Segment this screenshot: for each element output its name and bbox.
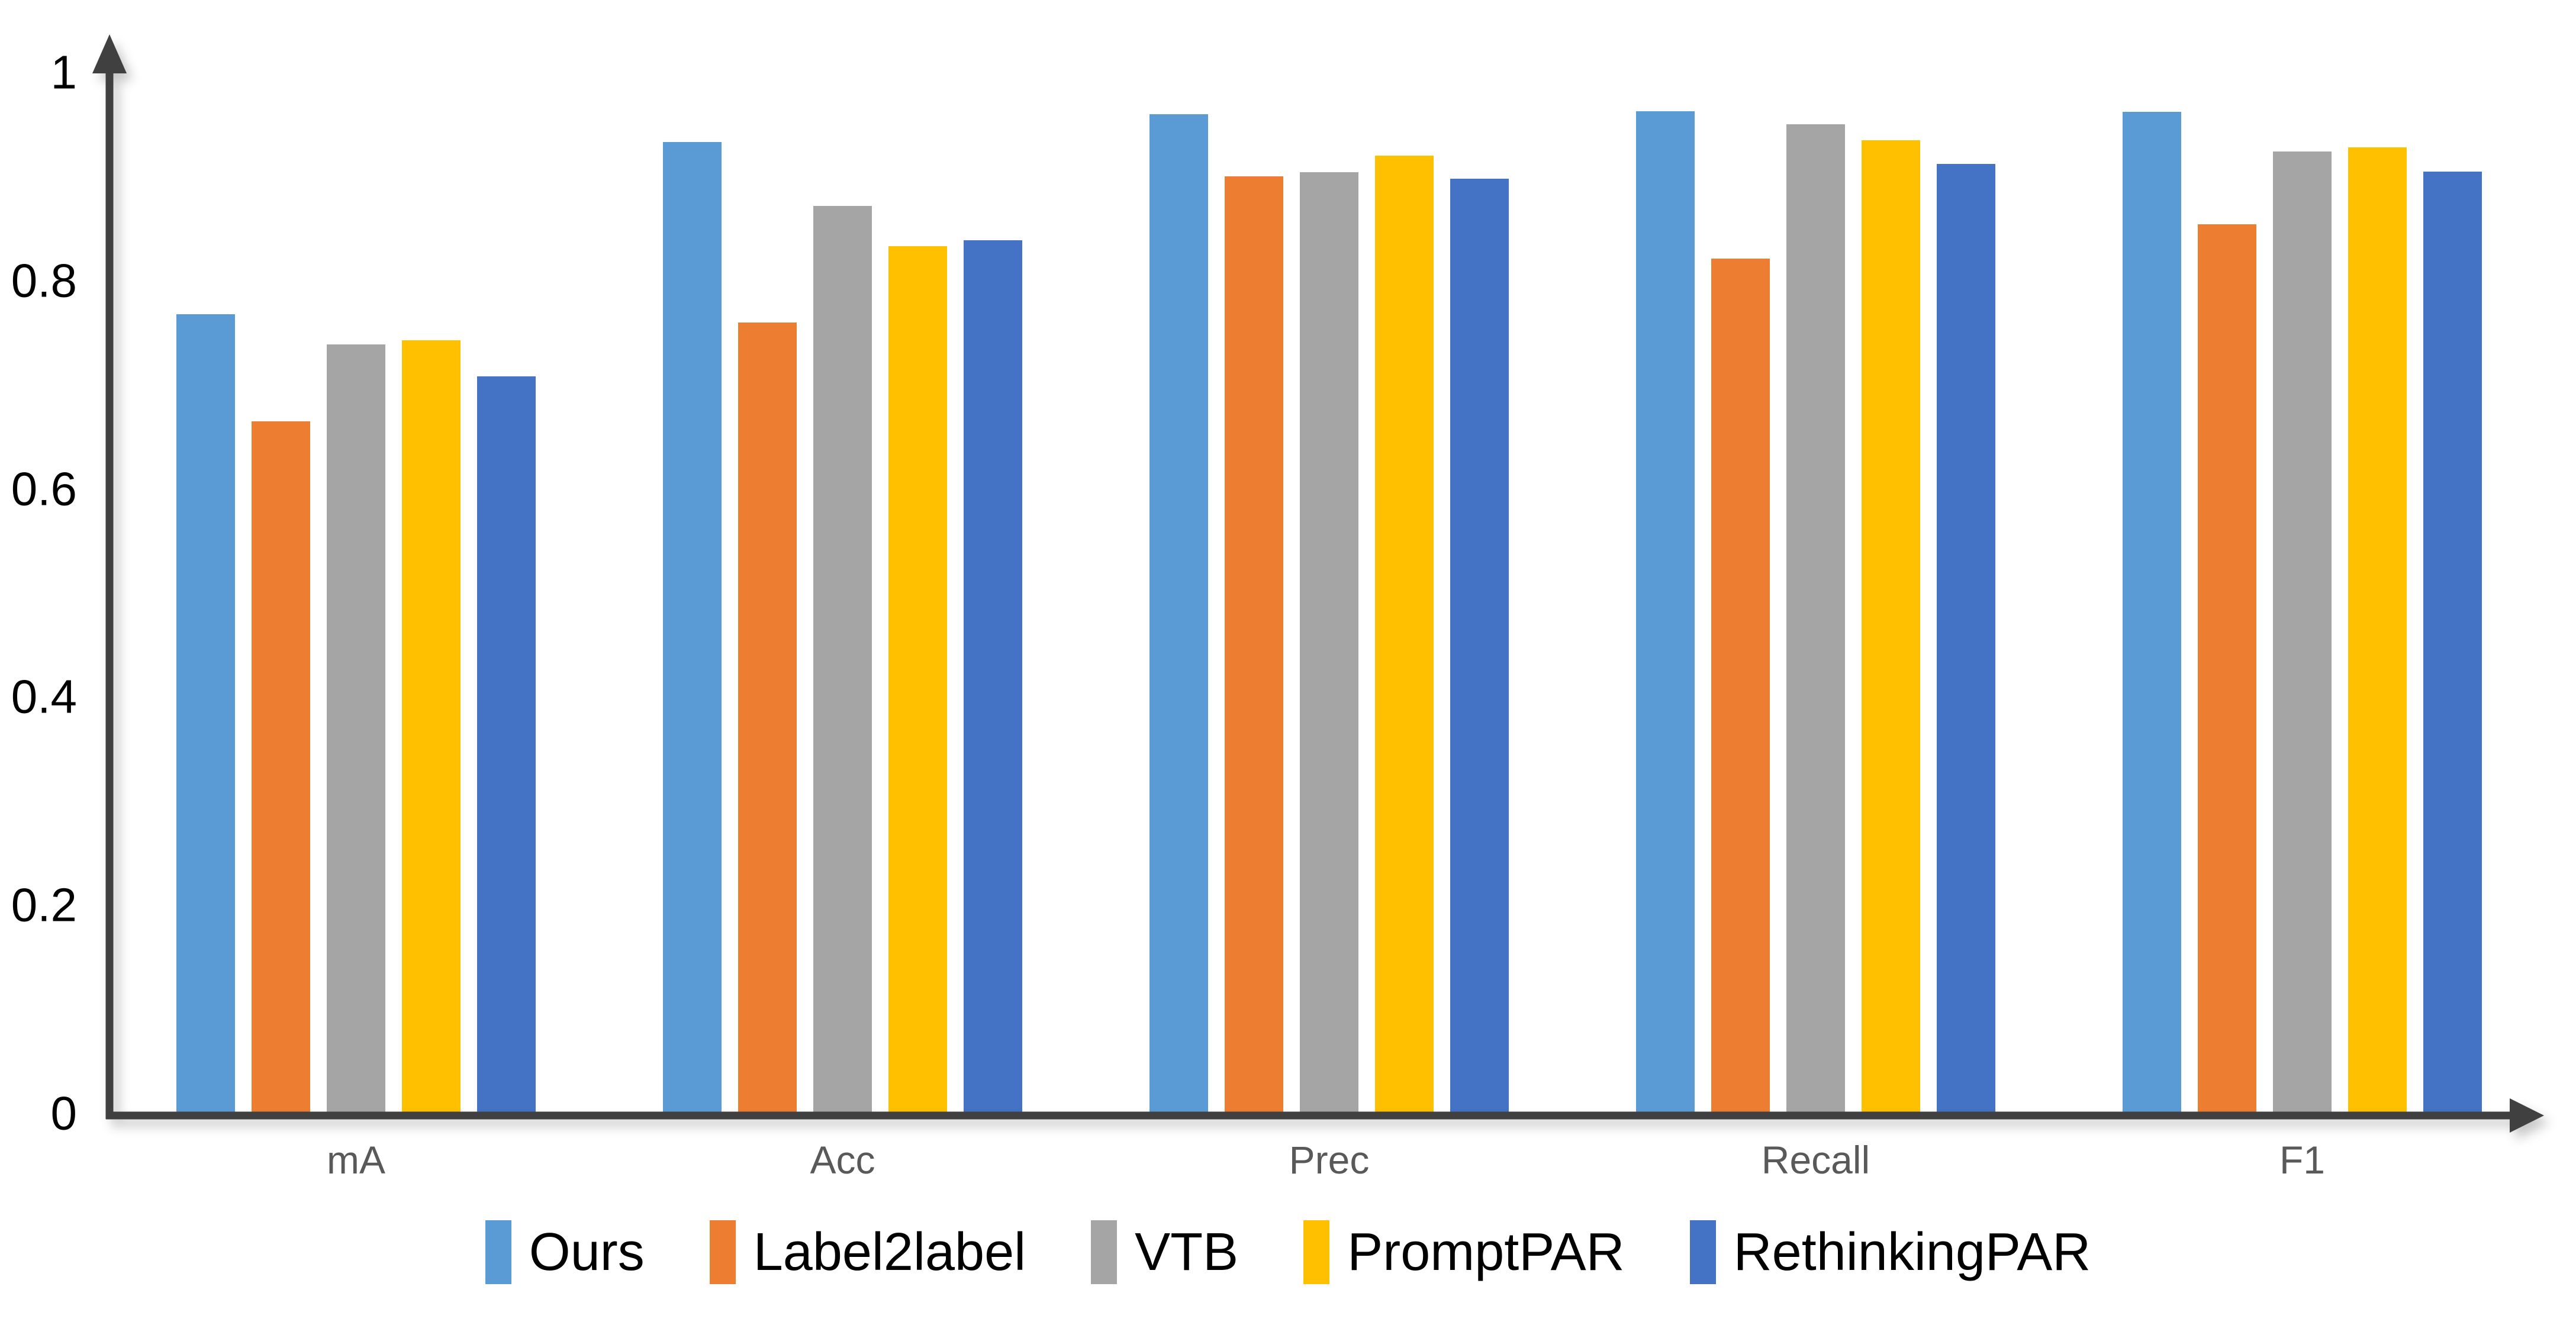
bar-PromptPAR-mA — [402, 340, 461, 1115]
y-tick-label-0.6: 0.6 — [11, 462, 77, 515]
y-tick-label-1: 1 — [50, 46, 78, 99]
legend-label-Label2label: Label2label — [753, 1222, 1026, 1282]
legend-swatch-VTB — [1091, 1220, 1118, 1284]
bar-VTB-F1 — [2273, 151, 2332, 1115]
y-tick-label-0.2: 0.2 — [11, 878, 77, 931]
y-axis-arrow-icon — [92, 34, 127, 73]
legend-label-RethinkingPAR: RethinkingPAR — [1733, 1222, 2091, 1282]
bar-Ours-mA — [176, 314, 235, 1115]
bar-PromptPAR-F1 — [2348, 147, 2407, 1115]
bar-PromptPAR-Acc — [888, 246, 947, 1115]
legend-swatch-RethinkingPAR — [1689, 1220, 1716, 1284]
bar-Ours-F1 — [2123, 112, 2181, 1115]
bar-VTB-mA — [327, 344, 385, 1115]
legend-item-PromptPAR: PromptPAR — [1303, 1220, 1625, 1284]
bar-Label2label-Recall — [1711, 259, 1770, 1115]
legend-swatch-Ours — [485, 1220, 511, 1284]
x-category-label-Recall: Recall — [1761, 1138, 1870, 1182]
bar-VTB-Prec — [1300, 172, 1358, 1115]
legend-item-RethinkingPAR: RethinkingPAR — [1689, 1220, 2091, 1284]
legend-swatch-Label2label — [709, 1220, 736, 1284]
bar-PromptPAR-Prec — [1375, 156, 1434, 1115]
bar-RethinkingPAR-Acc — [964, 240, 1022, 1115]
y-tick-label-0.8: 0.8 — [11, 254, 77, 307]
y-tick-label-0: 0 — [50, 1086, 78, 1140]
x-category-label-mA: mA — [327, 1138, 385, 1182]
y-tick-label-0.4: 0.4 — [11, 670, 77, 723]
bar-Ours-Prec — [1149, 114, 1208, 1115]
bar-Label2label-mA — [252, 421, 310, 1115]
legend-item-VTB: VTB — [1091, 1220, 1238, 1284]
x-category-label-Acc: Acc — [810, 1138, 875, 1182]
legend: Ours Label2label VTB PromptPAR RethinkingPAR — [0, 1220, 2576, 1284]
legend-label-PromptPAR: PromptPAR — [1347, 1222, 1625, 1282]
bar-Label2label-Prec — [1225, 176, 1283, 1115]
legend-item-Label2label: Label2label — [709, 1220, 1026, 1284]
bar-PromptPAR-Recall — [1862, 140, 1920, 1115]
bar-RethinkingPAR-F1 — [2423, 172, 2482, 1115]
bar-Label2label-Acc — [738, 323, 797, 1115]
bar-VTB-Recall — [1786, 124, 1845, 1115]
x-axis-arrow-icon — [2510, 1098, 2544, 1133]
legend-label-Ours: Ours — [529, 1222, 645, 1282]
bar-Ours-Acc — [663, 142, 722, 1115]
legend-item-Ours: Ours — [485, 1220, 645, 1284]
bar-VTB-Acc — [813, 206, 872, 1115]
x-category-label-F1: F1 — [2279, 1138, 2326, 1182]
bar-RethinkingPAR-Recall — [1937, 164, 1995, 1115]
bar-Label2label-F1 — [2198, 224, 2256, 1115]
bar-RethinkingPAR-Prec — [1450, 179, 1509, 1115]
legend-swatch-PromptPAR — [1303, 1220, 1330, 1284]
x-category-label-Prec: Prec — [1289, 1138, 1370, 1182]
bar-RethinkingPAR-mA — [477, 376, 536, 1115]
bar-Ours-Recall — [1636, 111, 1695, 1115]
legend-label-VTB: VTB — [1135, 1222, 1239, 1282]
